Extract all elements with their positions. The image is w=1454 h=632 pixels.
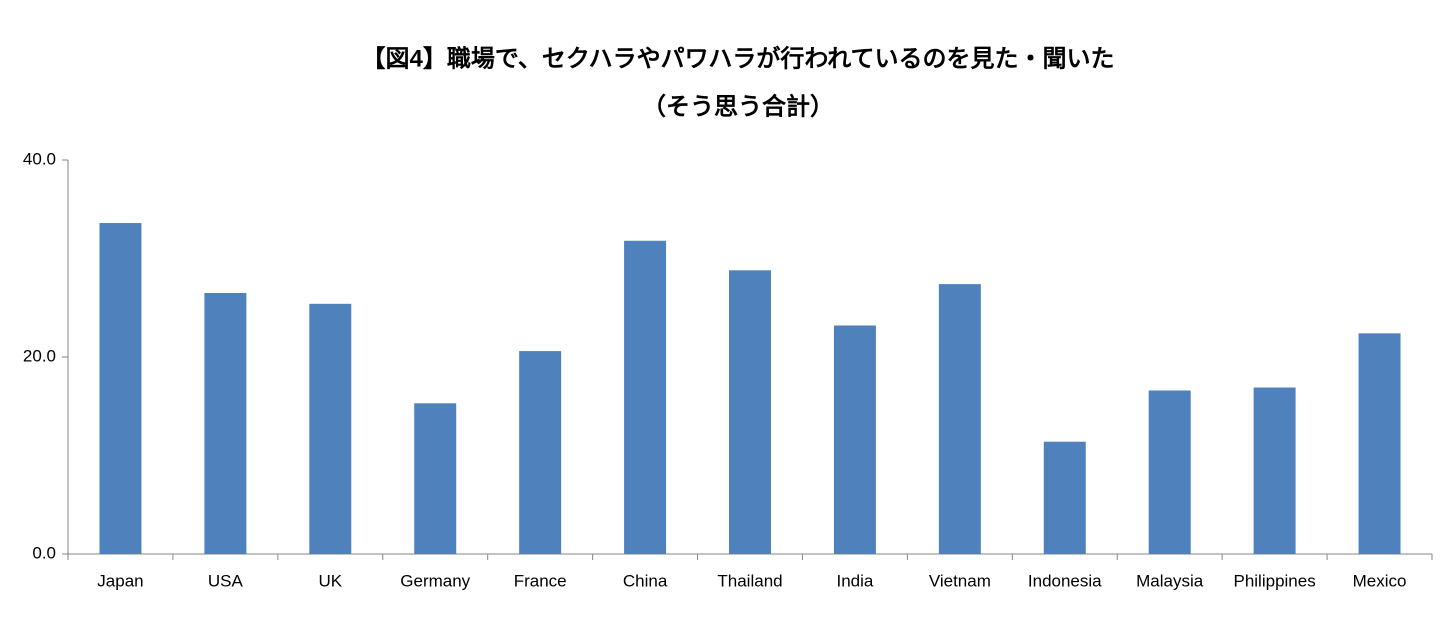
x-tick-label: Japan [97, 571, 143, 590]
x-tick-label: USA [208, 571, 244, 590]
x-tick-label: Mexico [1353, 571, 1407, 590]
bar [833, 325, 876, 554]
chart-title: 【図4】職場で、セクハラやパワハラが行われているのを見た・聞いた [361, 44, 1114, 72]
x-tick-label: Thailand [717, 571, 782, 590]
y-tick-label: 40.0 [23, 149, 56, 168]
x-tick-label: Germany [400, 571, 470, 590]
bar [1358, 333, 1401, 554]
x-tick-label: Indonesia [1028, 571, 1102, 590]
bar [938, 284, 981, 554]
x-tick-label: India [836, 571, 873, 590]
bar [1043, 441, 1086, 554]
bar [624, 240, 667, 554]
y-tick-label: 0.0 [32, 543, 56, 562]
bar [309, 303, 352, 554]
bar [1148, 390, 1191, 554]
y-tick-label: 20.0 [23, 346, 56, 365]
bar [519, 351, 562, 554]
x-tick-label: UK [318, 571, 342, 590]
x-tick-label: Vietnam [929, 571, 991, 590]
x-tick-label: Malaysia [1136, 571, 1204, 590]
chart-subtitle: （そう思う合計） [642, 92, 834, 120]
bar [414, 403, 457, 554]
x-tick-label: France [514, 571, 567, 590]
bar [729, 270, 771, 554]
bar [1253, 387, 1296, 554]
bar [99, 223, 142, 555]
bar [204, 292, 247, 554]
x-tick-label: China [623, 571, 668, 590]
x-tick-label: Philippines [1233, 571, 1315, 590]
